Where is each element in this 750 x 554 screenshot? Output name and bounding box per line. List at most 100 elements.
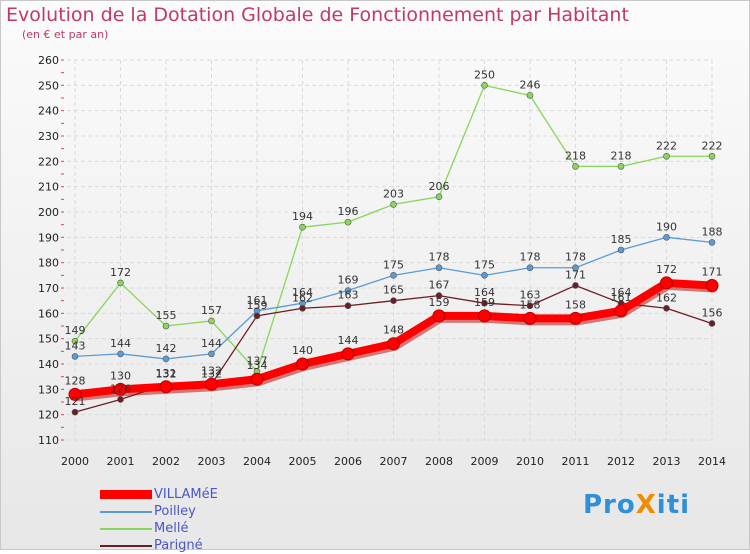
data-point-poilley [481, 272, 488, 279]
data-point-villame [614, 304, 628, 318]
data-point-villame [705, 278, 719, 292]
legend-label-villamee: VILLAMéE [154, 486, 218, 502]
data-point-mell [617, 163, 625, 170]
legend-swatch-melle [100, 527, 152, 530]
x-tick-label: 2010 [516, 455, 544, 468]
data-point-poilley [435, 264, 443, 272]
data-label-villame: 158 [520, 298, 541, 311]
data-point-mell [572, 163, 579, 170]
chart-title: Evolution de la Dotation Globale de Fonc… [6, 4, 629, 26]
data-label-parign: 163 [338, 289, 359, 302]
data-point-mell [435, 193, 443, 201]
data-point-parign [71, 408, 79, 416]
data-label-poilley: 144 [110, 337, 131, 350]
data-point-villame [478, 309, 491, 323]
data-label-villame: 140 [292, 344, 313, 357]
data-point-villame [296, 357, 309, 371]
data-point-villame [432, 309, 446, 323]
data-point-poilley [71, 353, 79, 360]
data-label-poilley: 185 [611, 233, 632, 246]
y-tick-label: 240 [38, 105, 59, 118]
data-label-poilley: 161 [247, 294, 268, 307]
legend-swatch-villamee [100, 490, 152, 499]
data-point-poilley [617, 246, 625, 254]
data-label-mell: 218 [565, 149, 586, 162]
line-chart: 110 120 130 140 150 160 170 180 190 200 210 220 230 2… [38, 54, 726, 468]
data-point-parign [299, 304, 306, 312]
data-label-mell: 203 [383, 187, 404, 200]
chart-legend: VILLAMéE Poilley Mellé Parigné [100, 486, 218, 554]
x-tick-label: 2013 [653, 455, 681, 468]
data-label-villame: 130 [110, 369, 131, 382]
data-label-poilley: 175 [474, 258, 495, 271]
data-label-parign: 164 [474, 286, 495, 299]
data-label-parign: 159 [247, 299, 268, 312]
x-tick-label: 2009 [471, 455, 499, 468]
legend-item-villamee: VILLAMéE [100, 486, 218, 503]
y-tick-label: 110 [38, 434, 59, 447]
data-label-parign: 171 [565, 268, 586, 281]
data-point-poilley [526, 264, 534, 272]
data-label-parign: 167 [429, 279, 450, 292]
data-label-mell: 149 [65, 324, 86, 337]
data-label-mell: 155 [156, 309, 177, 322]
data-point-mell [526, 92, 534, 99]
y-tick-label: 200 [38, 206, 59, 219]
x-tick-label: 2002 [152, 455, 180, 468]
data-point-mell [162, 322, 170, 330]
data-label-villame: 131 [156, 367, 177, 380]
data-label-villame: 128 [65, 374, 86, 387]
data-point-mell [117, 279, 124, 287]
y-tick-label: 220 [38, 155, 59, 168]
data-point-poilley [117, 350, 124, 358]
data-label-poilley: 175 [383, 258, 404, 271]
y-tick-label: 160 [38, 307, 59, 320]
data-label-parign: 132 [156, 367, 177, 380]
data-point-poilley [344, 287, 352, 294]
data-label-poilley: 164 [292, 286, 313, 299]
data-point-villame [250, 372, 264, 386]
data-point-mell [390, 201, 397, 208]
data-label-mell: 172 [110, 266, 131, 279]
data-label-mell: 196 [338, 205, 359, 218]
legend-label-parigne: Parigné [154, 537, 203, 553]
data-label-villame: 132 [201, 364, 222, 377]
data-label-poilley: 144 [201, 337, 222, 350]
data-label-poilley: 178 [520, 251, 541, 264]
data-label-mell: 218 [611, 149, 632, 162]
y-tick-label: 260 [38, 54, 59, 67]
data-point-parign [435, 292, 443, 299]
data-point-parign [344, 302, 352, 310]
legend-label-melle: Mellé [154, 520, 189, 536]
x-tick-label: 2006 [334, 455, 362, 468]
data-point-villame [68, 387, 82, 401]
data-label-poilley: 188 [702, 225, 723, 238]
x-tick-label: 2003 [198, 455, 226, 468]
data-point-mell [481, 82, 488, 89]
data-point-villame [205, 377, 218, 391]
data-point-villame [387, 337, 400, 351]
data-label-villame: 159 [429, 296, 450, 309]
data-point-poilley [572, 264, 579, 272]
data-point-mell [208, 317, 215, 325]
data-point-poilley [708, 239, 716, 246]
data-label-poilley: 178 [429, 251, 450, 264]
y-tick-label: 170 [38, 282, 59, 295]
legend-item-melle: Mellé [100, 520, 218, 537]
data-label-mell: 137 [247, 355, 268, 368]
data-label-poilley: 169 [338, 274, 359, 287]
data-point-villame [569, 311, 582, 325]
data-label-parign: 162 [292, 291, 313, 304]
data-label-poilley: 190 [656, 220, 677, 233]
y-tick-label: 230 [38, 130, 59, 143]
data-point-mell [708, 152, 716, 160]
data-label-parign: 165 [383, 284, 404, 297]
y-tick-label: 210 [38, 181, 59, 194]
data-label-mell: 250 [474, 68, 495, 81]
data-point-villame [114, 382, 127, 396]
data-point-villame [159, 380, 173, 394]
brand-logo: ProXiti [583, 490, 691, 520]
data-label-villame: 171 [702, 265, 723, 278]
data-point-mell [663, 152, 670, 160]
